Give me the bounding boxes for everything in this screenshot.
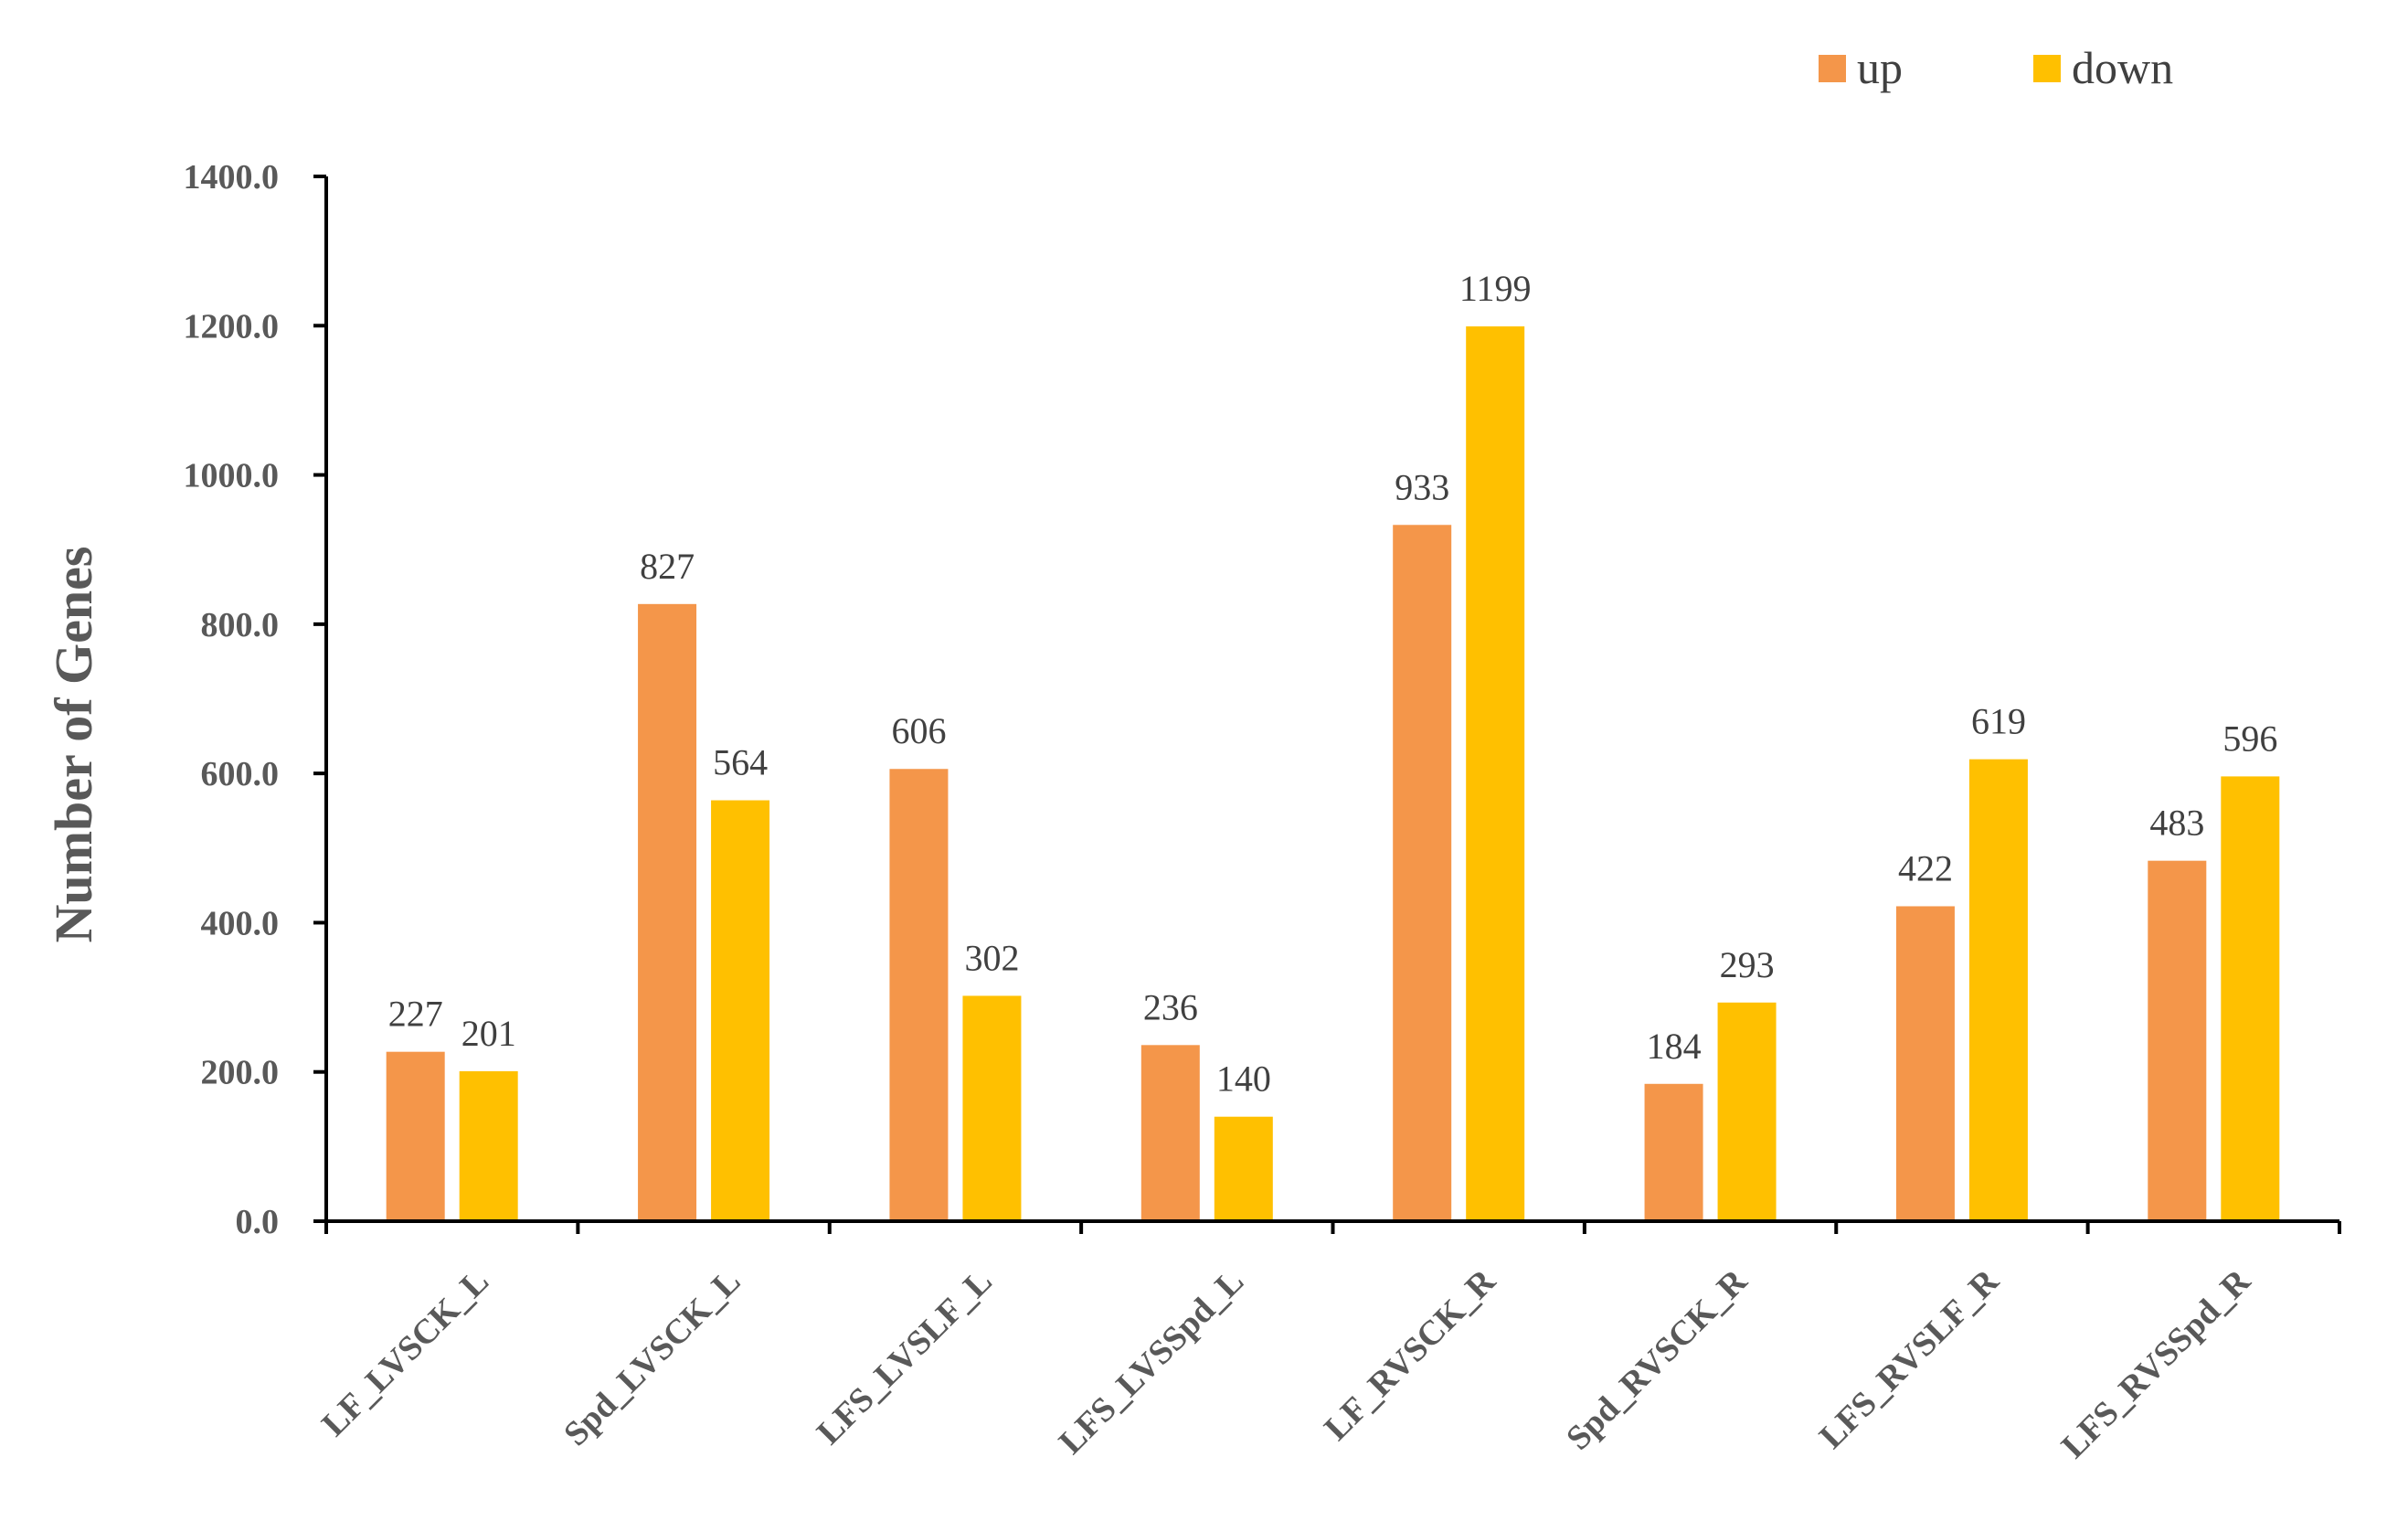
bar-down-LFS_LVSSpd_L xyxy=(1214,1116,1273,1221)
y-tick-label: 0.0 xyxy=(236,1203,280,1241)
bar-up-LFS_RVSLF_R xyxy=(1895,906,1955,1221)
y-tick-label: 1400.0 xyxy=(184,158,280,197)
bar-up-LFS_LVSSpd_L xyxy=(1140,1045,1200,1221)
x-category-label: LF_LVSCK_L xyxy=(314,1262,496,1444)
data-label-down-LF_RVSCK_R: 1199 xyxy=(1459,268,1532,309)
data-label-up-LFS_LVSLF_L: 606 xyxy=(891,710,946,751)
legend-label-down: down xyxy=(2072,42,2173,93)
y-tick-label: 1200.0 xyxy=(184,307,280,346)
bars-layer xyxy=(386,326,2280,1221)
data-label-down-Spd_RVSCK_R: 293 xyxy=(1720,944,1775,985)
bar-down-LFS_LVSLF_L xyxy=(962,995,1022,1221)
data-label-up-Spd_LVSCK_L: 827 xyxy=(640,546,695,587)
bar-up-Spd_RVSCK_R xyxy=(1644,1083,1703,1221)
bar-down-LF_LVSCK_L xyxy=(459,1070,518,1221)
legend-swatch-down xyxy=(2033,55,2061,82)
x-category-label: LFS_LVSSpd_L xyxy=(1052,1262,1251,1462)
data-label-down-Spd_LVSCK_L: 564 xyxy=(713,742,768,783)
bar-down-Spd_RVSCK_R xyxy=(1717,1002,1777,1221)
bar-down-LF_RVSCK_R xyxy=(1466,326,1525,1221)
bar-up-LF_LVSCK_L xyxy=(386,1051,445,1221)
data-label-up-LF_RVSCK_R: 933 xyxy=(1395,466,1449,507)
bar-up-LFS_LVSLF_L xyxy=(889,769,949,1221)
x-category-label: Spd_RVSCK_R xyxy=(1559,1261,1755,1457)
x-category-label: LF_RVSCK_R xyxy=(1317,1261,1503,1448)
data-label-down-LFS_LVSLF_L: 302 xyxy=(964,937,1019,978)
bar-up-Spd_LVSCK_L xyxy=(638,603,697,1221)
bar-down-LFS_RVSSpd_R xyxy=(2221,776,2280,1221)
y-tick-label: 600.0 xyxy=(201,755,280,793)
data-label-up-LFS_LVSSpd_L: 236 xyxy=(1143,986,1198,1027)
data-label-up-LFS_RVSLF_R: 422 xyxy=(1898,847,1953,888)
data-label-up-Spd_RVSCK_R: 184 xyxy=(1647,1026,1702,1067)
data-label-up-LFS_RVSSpd_R: 483 xyxy=(2149,803,2204,844)
legend-label-up: up xyxy=(1857,42,1903,93)
legend-swatch-up xyxy=(1819,55,1846,82)
y-tick-label: 1000.0 xyxy=(184,457,280,495)
y-tick-label: 200.0 xyxy=(201,1054,280,1092)
data-label-down-LFS_RVSSpd_R: 596 xyxy=(2222,718,2277,759)
bar-up-LFS_RVSSpd_R xyxy=(2148,860,2207,1221)
y-axis-title: Number of Genes xyxy=(44,547,103,943)
x-category-label: LFS_RVSLF_R xyxy=(1812,1261,2007,1456)
y-tick-label: 400.0 xyxy=(201,904,280,942)
data-label-down-LF_LVSCK_L: 201 xyxy=(461,1013,516,1054)
legend: up down xyxy=(1819,42,2173,93)
x-category-label: LFS_LVSLF_L xyxy=(810,1262,1000,1452)
y-tick-label: 800.0 xyxy=(201,606,280,644)
data-label-down-LFS_LVSSpd_L: 140 xyxy=(1216,1058,1271,1100)
x-category-label: LFS_RVSSpd_R xyxy=(2054,1261,2258,1465)
data-label-up-LF_LVSCK_L: 227 xyxy=(388,994,443,1035)
labels-layer: 227 201 827 564 606 302 236 140 933 1199 184 293 422… xyxy=(388,268,2278,1100)
bar-up-LF_RVSCK_R xyxy=(1393,525,1452,1221)
data-label-down-LFS_RVSLF_R: 619 xyxy=(1971,701,2026,742)
x-category-label: Spd_LVSCK_L xyxy=(557,1262,748,1453)
bar-down-Spd_LVSCK_L xyxy=(711,800,770,1221)
bar-down-LFS_RVSLF_R xyxy=(1968,759,2028,1221)
